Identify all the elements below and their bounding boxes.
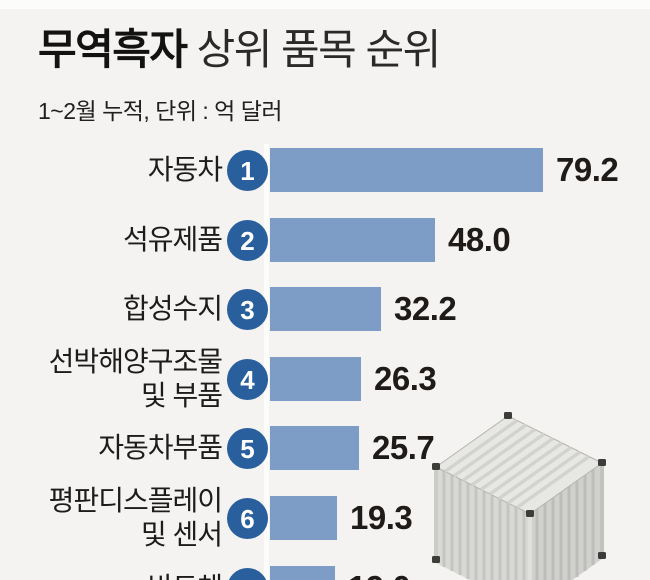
item-label: 평판디스플레이 및 센서 xyxy=(0,484,223,552)
page-title: 무역흑자 상위 품목 순위 xyxy=(38,24,442,76)
rank-number: 3 xyxy=(240,294,255,325)
rank-badge: 1 xyxy=(227,150,268,191)
item-label: 자동차부품 xyxy=(0,431,223,465)
chart-subtitle: 1~2월 누적, 단위 : 억 달러 xyxy=(38,98,283,124)
item-label: 석유제품 xyxy=(0,223,223,257)
rank-badge: 5 xyxy=(227,428,268,469)
title-rest: 상위 품목 순위 xyxy=(196,26,442,73)
title-emphasis: 무역흑자 xyxy=(38,26,188,73)
item-label-line: 자동차 xyxy=(147,154,223,185)
rank-number: 6 xyxy=(240,503,255,534)
shipping-container-icon xyxy=(432,412,606,580)
top-strip xyxy=(0,0,650,9)
rank-badge: 2 xyxy=(227,220,268,261)
item-label-line: 및 센서 xyxy=(140,519,223,550)
rank-number: 7 xyxy=(240,576,254,580)
item-label: 반도체 xyxy=(0,571,223,580)
axis-baseline xyxy=(264,144,269,580)
value-label: 79.2 xyxy=(556,151,619,188)
item-label-line: 평판디스플레이 xyxy=(48,485,223,516)
item-label: 합성수지 xyxy=(0,292,223,326)
bar xyxy=(270,566,335,580)
item-label-line: 반도체 xyxy=(0,571,223,580)
value-label: 32.2 xyxy=(394,290,457,327)
item-label-line: 선박해양구조물 xyxy=(48,346,223,377)
bar xyxy=(270,218,435,262)
value-label: 19.3 xyxy=(350,499,413,536)
item-label-line: 자동차부품 xyxy=(98,432,223,463)
item-label-line: 및 부품 xyxy=(140,380,223,411)
item-label: 자동차 xyxy=(0,153,223,187)
rank-number: 2 xyxy=(240,225,255,256)
value-label: 19.0 xyxy=(348,569,411,580)
value-label: 48.0 xyxy=(448,221,511,258)
rank-badge: 7 xyxy=(227,568,268,580)
bar xyxy=(270,496,337,540)
item-label: 선박해양구조물 및 부품 xyxy=(0,345,223,413)
rank-badge: 4 xyxy=(227,359,268,400)
item-label-line: 합성수지 xyxy=(122,293,223,324)
rank-number: 4 xyxy=(240,364,255,395)
bar xyxy=(270,357,361,401)
bar xyxy=(270,426,359,470)
rank-number: 5 xyxy=(240,433,255,464)
item-label-line: 석유제품 xyxy=(122,224,223,255)
rank-badge: 6 xyxy=(227,498,268,539)
rank-number: 1 xyxy=(240,155,255,186)
value-label: 25.7 xyxy=(372,429,435,466)
value-label: 26.3 xyxy=(374,360,437,397)
bar xyxy=(270,287,381,331)
rank-badge: 3 xyxy=(227,289,268,330)
bar xyxy=(270,148,543,192)
